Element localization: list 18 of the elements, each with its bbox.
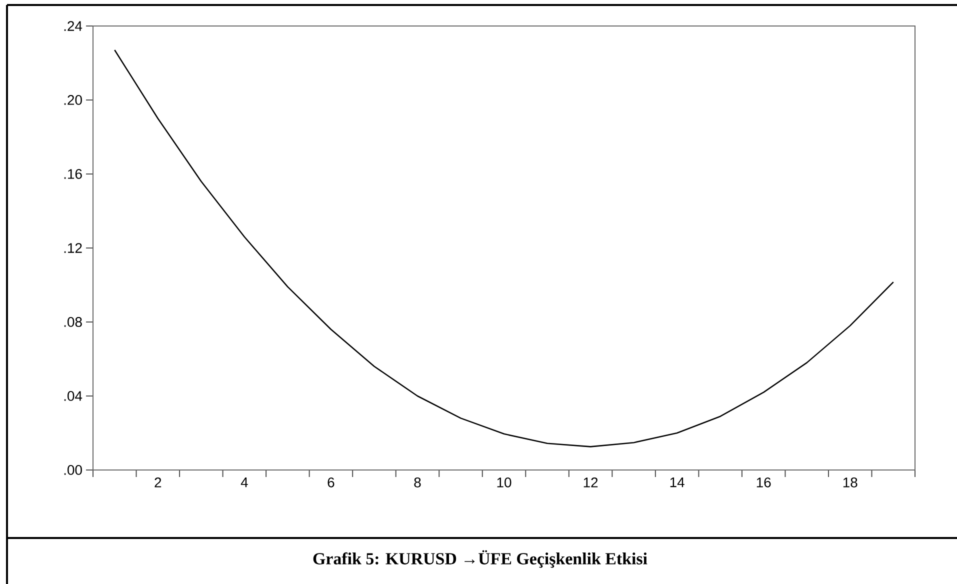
y-tick-label: .16 [64,169,82,179]
y-tick-label: .12 [64,243,82,253]
x-tick-label: 10 [497,477,512,488]
x-tick-label: 2 [154,477,162,488]
y-tick-label: .00 [64,465,82,475]
text: Grafik 5: KURUSD →ÜFE Geçişkenlik Etkisi [313,550,648,568]
x-tick-label: 4 [240,478,248,488]
x-tick-label: 6 [328,477,334,488]
y-tick-label: .24 [64,21,82,31]
x-tick-label: 8 [414,477,421,488]
y-tick-label: .08 [64,317,82,327]
x-tick-label: 14 [670,478,684,488]
x-tick-label: 16 [756,477,771,488]
x-tick-label: 18 [843,477,858,488]
line-series [114,49,894,448]
y-tick-label: .20 [64,95,82,105]
x-tick-label: 12 [584,477,598,488]
y-tick-label: .04 [64,391,82,401]
